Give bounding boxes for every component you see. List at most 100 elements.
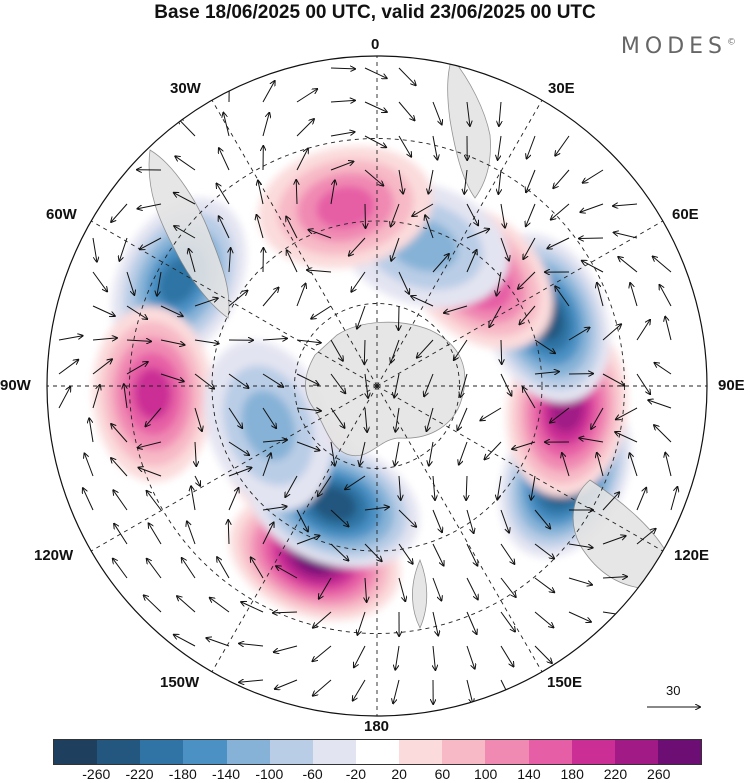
lon-label-150w: 150W: [160, 674, 200, 691]
wind-vector: [147, 559, 162, 579]
wind-vector: [296, 89, 317, 103]
wind-vector: [296, 408, 321, 411]
meridian-line: [376, 99, 543, 387]
wind-vector: [500, 611, 515, 632]
wind-vector: [217, 184, 230, 205]
wind-vector: [275, 679, 298, 689]
wind-vector: [313, 645, 332, 661]
wind-vector: [276, 566, 298, 579]
wind-vector: [433, 645, 435, 670]
wind-vector: [217, 557, 230, 579]
wind-vector: [398, 271, 409, 294]
wind-vector: [398, 169, 403, 194]
wind-vector: [398, 543, 413, 564]
wind-vector: [296, 536, 320, 545]
wind-vector: [615, 432, 638, 443]
wind-vector: [500, 543, 514, 564]
colorbar-tick-label: 100: [473, 766, 498, 782]
wind-vector: [636, 373, 650, 394]
wind-vector: [512, 441, 536, 449]
wind-vector: [432, 543, 444, 566]
lon-label-120w: 120W: [34, 547, 74, 564]
wind-vector: [500, 577, 516, 597]
colorbar-cell: [399, 740, 443, 764]
wind-vector: [597, 453, 604, 477]
wind-vector: [364, 543, 382, 561]
wind-vector: [206, 638, 230, 647]
wind-vector: [526, 203, 536, 226]
lon-label-0: 0: [371, 36, 380, 53]
wind-vector: [665, 317, 672, 341]
wind-vector: [391, 203, 400, 227]
wind-vector: [126, 362, 148, 375]
wind-vector: [480, 407, 502, 420]
wind-vector: [313, 679, 332, 696]
wind-vector: [398, 101, 415, 120]
wind-vector: [262, 288, 279, 307]
wind-vector: [466, 203, 478, 225]
wind-vector: [466, 645, 475, 669]
wind-vector: [360, 441, 366, 465]
wind-vector: [146, 407, 162, 426]
wind-vector: [579, 438, 604, 443]
colorbar-tick-label: 180: [560, 766, 584, 782]
wind-vector: [126, 340, 151, 341]
anomaly-contour: [134, 368, 172, 420]
wind-vector: [318, 475, 332, 496]
wind-vector: [499, 101, 501, 126]
wind-vectors: [58, 67, 677, 704]
lon-label-90e: 90E: [718, 377, 745, 394]
wind-vector: [92, 385, 100, 409]
wind-vector: [262, 523, 274, 545]
wind-vector: [274, 645, 298, 652]
meridian-line: [376, 385, 543, 673]
wind-vector: [330, 180, 335, 205]
wind-vector: [296, 509, 308, 531]
colorbar-tick-label: -100: [255, 766, 284, 782]
wind-vector: [580, 203, 604, 212]
wind-vector: [500, 509, 509, 533]
wind-vector: [58, 360, 78, 375]
wind-vector: [432, 101, 442, 124]
wind-vector: [636, 529, 656, 545]
wind-vector: [534, 645, 552, 663]
colorbar-tick-label: 220: [603, 766, 628, 782]
wind-vector: [228, 520, 229, 545]
wind-vector: [398, 67, 416, 85]
wind-vector: [550, 407, 570, 423]
colorbar-cell: [528, 740, 572, 764]
wind-vector: [364, 169, 383, 186]
colorbar-tick-label: -260: [82, 766, 111, 782]
wind-vector: [144, 595, 162, 613]
wind-vector: [466, 250, 477, 273]
wind-vector: [365, 203, 366, 228]
colorbar-tick-label: -140: [212, 766, 241, 782]
wind-vector: [262, 507, 287, 511]
wind-vector: [58, 387, 70, 409]
meridian-line: [376, 220, 664, 387]
wind-vector: [251, 557, 264, 579]
wind-vector: [553, 169, 570, 188]
wind-vector: [219, 148, 230, 171]
colorbar-cell: [54, 740, 98, 764]
wind-vector: [648, 400, 672, 409]
wind-vector: [330, 441, 335, 466]
wind-vector: [89, 418, 94, 443]
wind-vector: [500, 203, 505, 228]
wind-vector: [364, 507, 389, 510]
wind-vector: [364, 101, 387, 112]
wind-vector: [262, 440, 287, 442]
wind-vector: [219, 216, 230, 239]
wind-vector: [124, 384, 128, 409]
wind-vector: [398, 577, 405, 601]
wind-vector: [147, 491, 162, 511]
wind-vector: [194, 373, 214, 389]
wind-vector: [178, 119, 196, 137]
wind-vector: [670, 487, 677, 511]
wind-vector: [296, 180, 297, 205]
wind-vector: [111, 458, 128, 477]
meridian-line: [211, 385, 378, 673]
wind-vector: [287, 250, 298, 273]
wind-vector: [139, 468, 162, 477]
